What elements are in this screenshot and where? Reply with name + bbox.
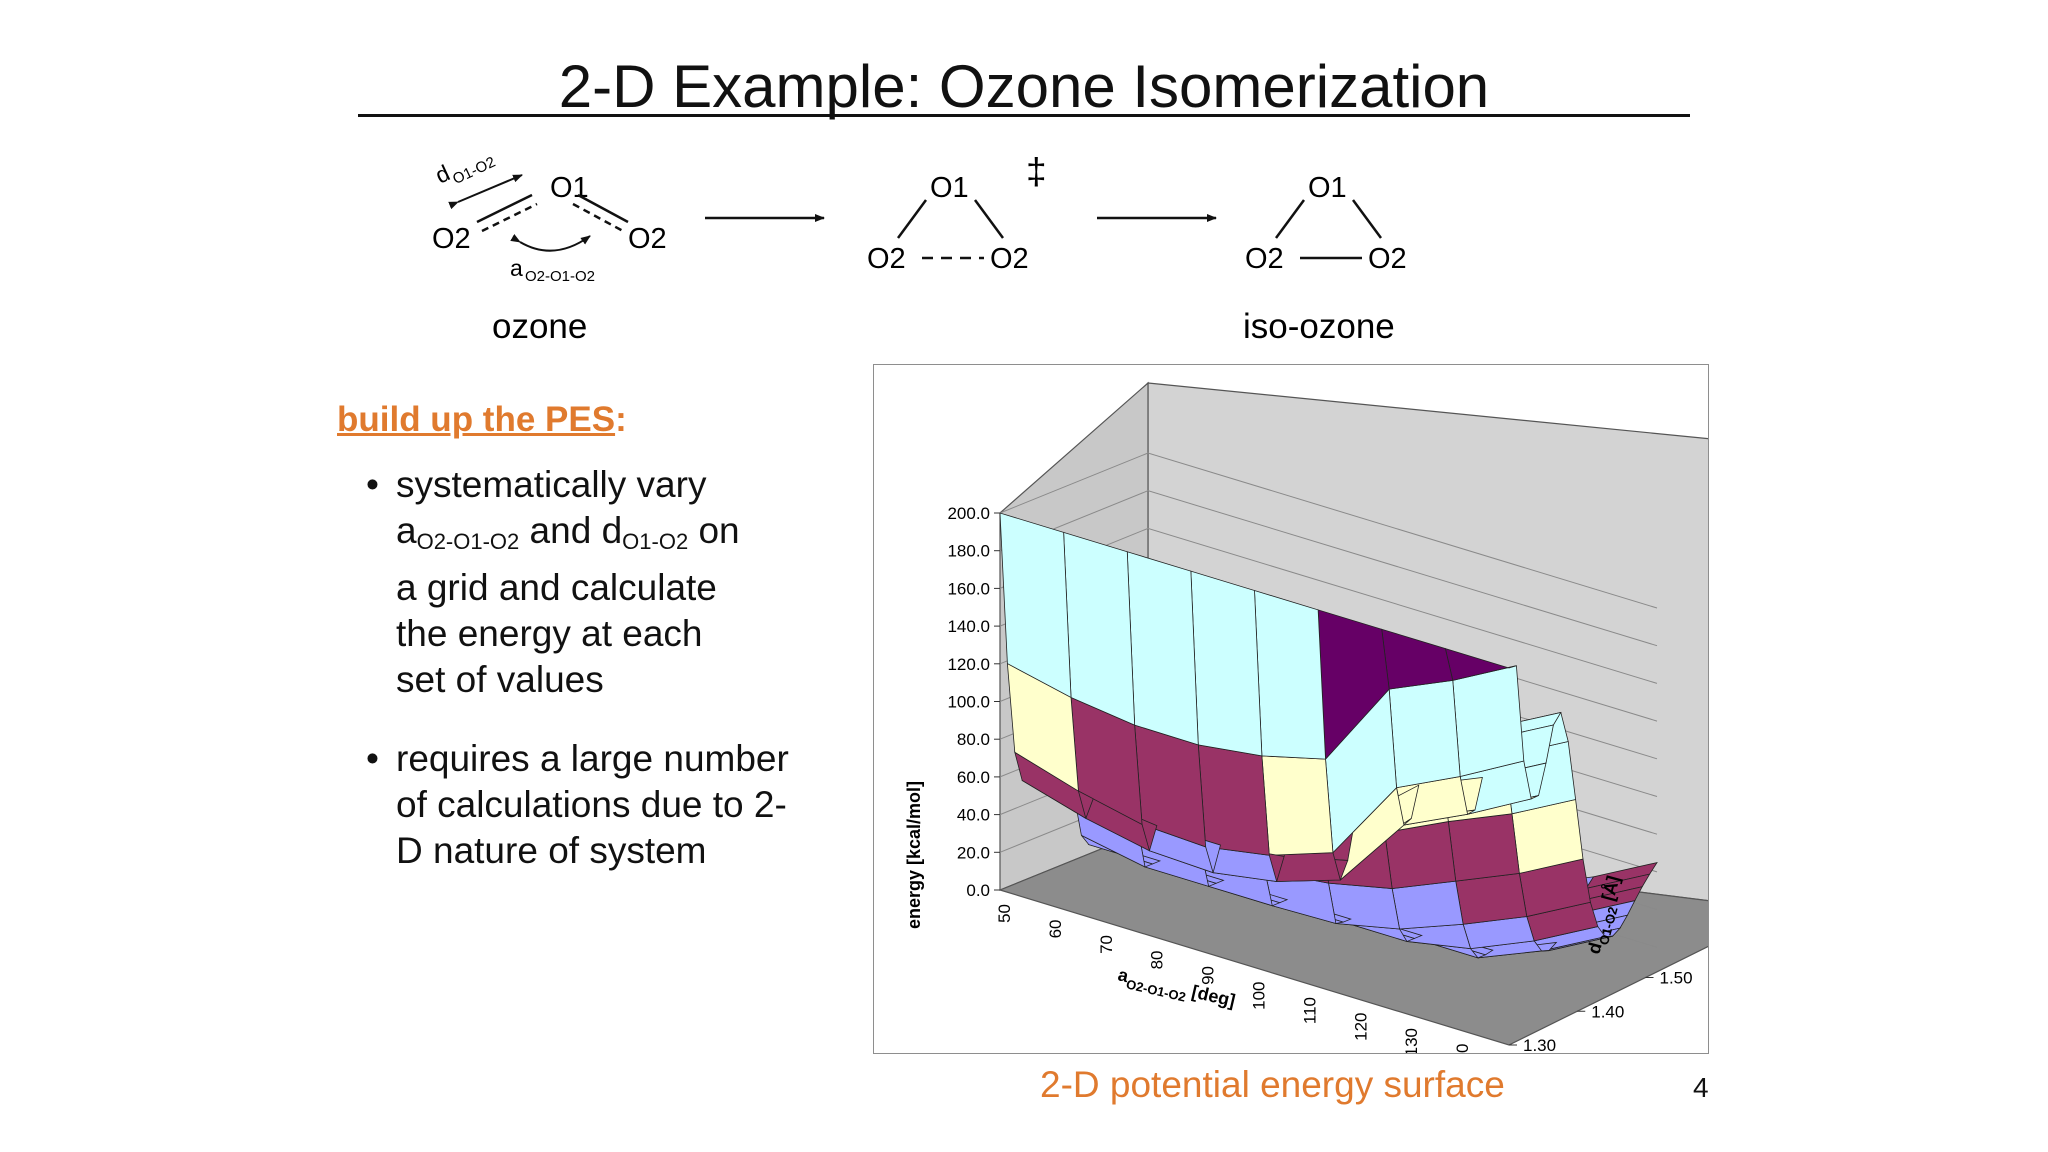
bullet-1-text: systematically vary aO2-O1-O2 and dO1-O2… [396,462,856,703]
ozone-structure: O1 O2 O2 d O1-O2 a O2-O1-O2 ozone [431,154,667,346]
chart-frame: 0.0 20.0 40.0 60.0 80.0 100.0 120.0 140.0 160.0 1… [873,364,1829,1087]
surface-cell [1063,531,1136,726]
x-tick-label: 80 [1148,951,1167,970]
iso-o1-label: O1 [1308,172,1347,204]
surface-cell [1190,570,1263,757]
iso-ozone-name: iso-ozone [1243,307,1395,346]
surface-cell [1254,589,1326,760]
bullet-2-text: requires a large number of calculations … [396,736,856,874]
surface-cell [1455,872,1528,925]
bullet-dot: • [366,738,379,779]
bullet-2-line-3: D nature of system [396,830,707,871]
ts-bond-right [973,199,1005,239]
x-tick-label: 140 [1453,1044,1472,1054]
iso-o2-left-label: O2 [1245,243,1284,275]
wall-gridline [999,452,1658,609]
ozone-bond-left-solid [476,193,533,224]
bullet-2-line-2: of calculations due to 2- [396,784,787,825]
ts-o2-right-label: O2 [990,243,1029,275]
pes-heading-text: build up the PES [337,400,616,439]
bullet-1-line-5: set of values [396,659,604,700]
surface-cell [1388,679,1461,789]
z-tick-label: 200.0 [947,504,990,523]
y-tick-label: 1.30 [1523,1036,1556,1053]
x-tick-label: 130 [1402,1028,1421,1053]
surface-cell [1126,551,1199,746]
slide-title: 2-D Example: Ozone Isomerization [558,53,1490,120]
ozone-o2-right-label: O2 [628,223,667,255]
z-tick-label: 20.0 [957,843,990,862]
x-tick-label: 50 [995,904,1014,923]
svg-text:aO2-O1-O2 [deg]: aO2-O1-O2 [deg] [1115,964,1237,1015]
z-tick-label: 60.0 [957,768,990,787]
y-tick-label: 1.50 [1660,969,1693,988]
pes-heading: build up the PES: [337,400,627,440]
x-tick-label: 60 [1046,920,1065,939]
surface-cell [1261,755,1334,856]
angle-arrow-icon [510,233,591,252]
angle-label-sub: O2-O1-O2 [525,268,595,285]
z-tick-label: 160.0 [947,579,990,598]
z-tick-label: 120.0 [947,655,990,674]
pes-surface-chart: 0.0 20.0 40.0 60.0 80.0 100.0 120.0 140.0 160.0 1… [904,381,1829,1087]
surface-cell [1197,744,1270,856]
ts-bond-left [896,199,928,239]
surface-cell [1452,665,1525,777]
ozone-bond-right-solid [577,193,629,224]
z-axis-label: energy [kcal/mol] [904,781,924,929]
x-tick-label: 120 [1351,1013,1370,1041]
ozone-o2-left-label: O2 [432,223,471,255]
iso-ozone-structure: O1 O2 O2 iso-ozone [1243,172,1407,346]
z-tick-label: 80.0 [957,730,990,749]
energy-surface [999,512,1658,959]
surface-cell [1391,880,1464,930]
x-tick-label: 110 [1300,997,1319,1024]
chart-caption: 2-D potential energy surface [1040,1064,1505,1105]
bullet-1-line-2: aO2-O1-O2 and dO1-O2 on [396,510,740,554]
ts-o2-left-label: O2 [867,243,906,275]
z-tick-label: 40.0 [957,806,990,825]
z-axis-ticks: 0.0 20.0 40.0 60.0 80.0 100.0 120.0 140.0 160.0 1… [947,504,1000,900]
surface-cell [999,512,1072,699]
bullet-1-line-1: systematically vary [396,464,707,505]
bullet-dot: • [366,464,379,505]
reaction-scheme: O1 O2 O2 d O1-O2 a O2-O1-O2 ozone O1 O2 … [431,151,1407,346]
surface-cell [1447,813,1520,882]
ozone-bond-left-dashed [481,202,538,233]
bullet-2-line-1: requires a large number [396,738,789,779]
x-axis-label: aO2-O1-O2 [deg] [1115,964,1237,1015]
x-tick-label: 90 [1199,966,1218,985]
ts-dagger: ‡ [1026,151,1047,192]
x-tick-label: 100 [1250,982,1269,1010]
y-tick-label: 1.40 [1591,1002,1624,1021]
ts-o1-label: O1 [930,172,969,204]
x-tick-label: 70 [1097,935,1116,954]
distance-label: d O1-O2 [431,154,498,189]
ozone-o1-label: O1 [550,172,589,204]
iso-bond-right [1351,199,1383,239]
ozone-name: ozone [492,307,587,346]
z-tick-label: 0.0 [966,881,990,900]
ozone-bond-right-dashed [572,202,624,233]
pes-heading-colon: : [615,400,627,439]
z-tick-label: 140.0 [947,617,990,636]
z-tick-label: 180.0 [947,542,990,561]
iso-bond-left [1274,199,1306,239]
title-underline [358,114,1690,117]
transition-state-structure: O1 O2 O2 ‡ [867,151,1047,275]
svg-text:O1-O2: O1-O2 [450,154,498,188]
iso-o2-right-label: O2 [1368,243,1407,275]
bullet-1-line-3: a grid and calculate [396,567,717,608]
z-tick-label: 100.0 [947,693,990,712]
angle-label: a [510,255,523,281]
page-number: 4 [1693,1072,1709,1103]
distance-arrow-icon [448,174,523,210]
bullet-1-line-4: the energy at each [396,613,703,654]
